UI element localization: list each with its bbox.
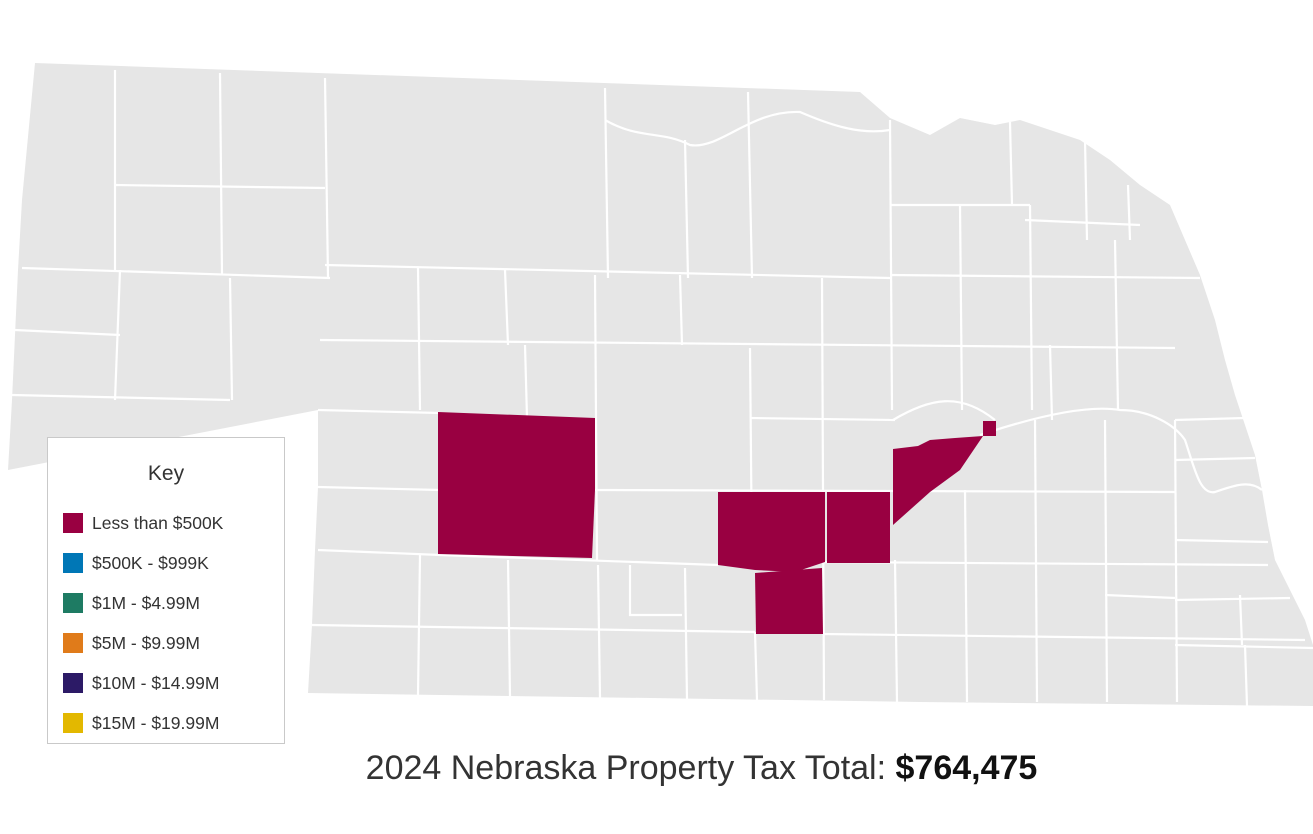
- total-label: 2024 Nebraska Property Tax Total:: [365, 749, 896, 787]
- legend-item-500k-999k: $500K - $999K: [63, 551, 209, 575]
- nebraska-state-shape: [8, 63, 1313, 706]
- legend-label: $10M - $14.99M: [92, 672, 220, 693]
- total-amount: $764,475: [895, 749, 1038, 787]
- highlighted-counties: [438, 412, 996, 634]
- legend-item-15m-19-99m: $15M - $19.99M: [63, 711, 219, 735]
- legend-swatch: [63, 593, 83, 613]
- highlighted-county: [718, 492, 825, 572]
- highlighted-county: [755, 568, 823, 634]
- highlighted-county: [438, 412, 595, 558]
- legend-label: Less than $500K: [92, 512, 224, 533]
- legend-swatch: [63, 553, 83, 573]
- legend-swatch: [63, 713, 83, 733]
- highlighted-county: [827, 492, 890, 563]
- legend-swatch: [63, 633, 83, 653]
- legend-label: $15M - $19.99M: [92, 712, 220, 733]
- legend-label: $500K - $999K: [92, 552, 209, 573]
- legend-label: $5M - $9.99M: [92, 632, 200, 653]
- map-legend: Key Less than $500K $500K - $999K $1M - …: [47, 437, 285, 744]
- legend-label: $1M - $4.99M: [92, 592, 200, 613]
- county-borders: [11, 70, 1313, 707]
- legend-title: Key: [147, 462, 185, 485]
- legend-item-5m-9-99m: $5M - $9.99M: [63, 631, 200, 655]
- property-tax-total: 2024 Nebraska Property Tax Total: $764,4…: [0, 749, 1313, 788]
- legend-swatch: [63, 673, 83, 693]
- highlighted-county: [983, 421, 996, 436]
- legend-item-less-than-500k: Less than $500K: [63, 511, 223, 535]
- legend-swatch: [63, 513, 83, 533]
- legend-item-1m-4-99m: $1M - $4.99M: [63, 591, 200, 615]
- highlighted-county: [893, 436, 983, 525]
- legend-item-10m-14-99m: $10M - $14.99M: [63, 671, 219, 695]
